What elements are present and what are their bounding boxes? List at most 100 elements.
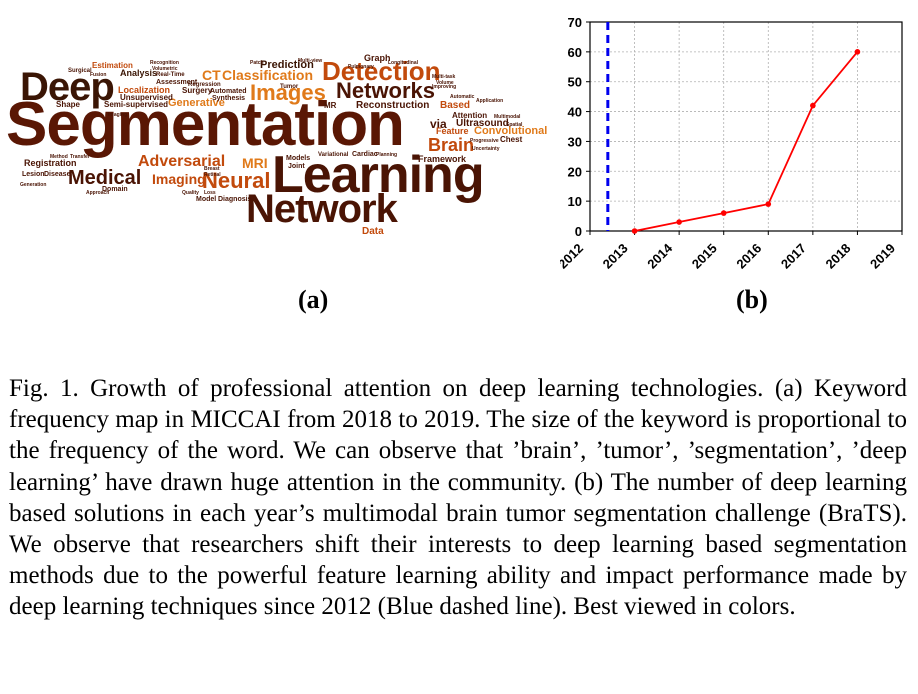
keyword-word: Model bbox=[196, 196, 216, 203]
keyword-word: Recognition bbox=[150, 60, 179, 66]
keyword-word: Ultrasound bbox=[456, 118, 509, 129]
keyword-word: Feature bbox=[436, 126, 469, 136]
keyword-word: Neural bbox=[202, 168, 270, 193]
keyword-word: Automatic bbox=[450, 94, 475, 100]
keyword-word: Tumor bbox=[280, 84, 299, 90]
keyword-word: Longitudinal bbox=[388, 60, 419, 66]
keyword-word: Convolutional bbox=[474, 125, 547, 137]
keyword-word: Classification bbox=[222, 67, 313, 83]
y-tick-label: 40 bbox=[568, 105, 582, 120]
keyword-word: CT bbox=[202, 67, 221, 83]
keyword-word: Analysis bbox=[120, 68, 157, 78]
data-point bbox=[676, 219, 682, 225]
keyword-word: Improving bbox=[432, 84, 456, 90]
data-point bbox=[854, 49, 861, 55]
keyword-word: Application bbox=[476, 98, 503, 104]
keyword-word: Cardiac bbox=[352, 151, 378, 158]
x-tick-label: 2018 bbox=[822, 241, 853, 272]
keyword-word: Planning bbox=[376, 152, 397, 158]
plot-frame bbox=[589, 21, 903, 232]
x-tick-label: 2012 bbox=[560, 241, 586, 272]
keyword-word: Regression bbox=[188, 82, 221, 88]
keyword-word: Breast bbox=[204, 166, 220, 172]
keyword-word: Multi-view bbox=[298, 58, 322, 64]
y-tick-label: 10 bbox=[568, 194, 582, 209]
y-tick-label: 60 bbox=[568, 45, 582, 60]
keyword-word: Learning bbox=[272, 146, 484, 204]
data-point bbox=[631, 228, 638, 234]
data-point bbox=[720, 210, 727, 216]
keyword-word: Data bbox=[362, 226, 384, 237]
keyword-word: Synthesis bbox=[212, 95, 245, 102]
keyword-word: Uncertainty bbox=[472, 146, 500, 152]
keyword-word: Real-Time bbox=[156, 72, 185, 78]
keyword-word: Network bbox=[246, 187, 399, 231]
x-tick-label: 2014 bbox=[644, 240, 676, 272]
keyword-word: Spatial bbox=[506, 122, 523, 128]
keyword-word: Automated bbox=[210, 88, 247, 95]
keyword-word: Brain bbox=[428, 135, 474, 155]
keyword-word: Surgery bbox=[182, 86, 213, 95]
keyword-word: Shape bbox=[56, 100, 81, 109]
keyword-word: Imaging bbox=[152, 171, 206, 187]
keyword-word: Chest bbox=[500, 135, 523, 144]
keyword-word: Imaging bbox=[108, 112, 127, 118]
keyword-word: Models bbox=[286, 155, 310, 162]
keyword-word: Transfer bbox=[70, 154, 90, 160]
keyword-word: Unsupervised bbox=[120, 93, 173, 102]
keyword-word: MR bbox=[324, 101, 337, 110]
keyword-word: Adversarial bbox=[138, 153, 225, 170]
keyword-word: Volume bbox=[436, 80, 454, 86]
keyword-word: Localization bbox=[118, 85, 170, 95]
x-tick-label: 2019 bbox=[867, 241, 898, 272]
brats-line-chart: 0 10 20 30 40 50 60 70 2012 2013 2014 2015 2016 2017 2… bbox=[560, 15, 903, 272]
keyword-word: Disease bbox=[44, 171, 71, 178]
keyword-word: Surgical bbox=[68, 68, 92, 74]
keyword-word: Generative bbox=[168, 97, 225, 109]
data-point bbox=[810, 102, 816, 109]
keyword-word: Generation bbox=[20, 182, 46, 188]
y-tick-label: 70 bbox=[568, 15, 582, 30]
x-tick-label: 2017 bbox=[778, 241, 809, 272]
x-tick-label: 2013 bbox=[600, 241, 631, 272]
keyword-word: Graph bbox=[364, 53, 391, 63]
panel-label-a: (a) bbox=[298, 285, 329, 314]
y-tick-label: 50 bbox=[568, 75, 582, 90]
keyword-word: Method bbox=[50, 154, 68, 160]
x-tick-label: 2015 bbox=[689, 241, 720, 272]
keyword-word: Framework bbox=[418, 154, 467, 164]
keyword-word: via bbox=[430, 117, 447, 131]
keyword-word: Lesion bbox=[22, 171, 45, 178]
keyword-word: Progressive bbox=[470, 138, 499, 144]
keyword-word: Based bbox=[440, 100, 470, 111]
keyword-word: Estimation bbox=[92, 61, 133, 70]
keyword-word: Deep bbox=[20, 65, 114, 109]
keyword-word: Fusion bbox=[90, 72, 106, 78]
keyword-word: Approach bbox=[86, 190, 109, 196]
figure-caption: Fig. 1. Growth of professional attention… bbox=[9, 375, 907, 621]
x-tick-label: 2016 bbox=[733, 241, 764, 272]
keyword-word: Multi-task bbox=[432, 74, 456, 80]
keyword-word: Semi-supervised bbox=[104, 100, 168, 109]
keyword-word: Medical bbox=[68, 167, 141, 189]
keyword-word: Detection bbox=[322, 56, 440, 86]
data-point bbox=[765, 201, 772, 207]
keyword-word: Pulmonary bbox=[348, 64, 374, 70]
keyword-word: Registration bbox=[24, 158, 77, 168]
keyword-word: Patch bbox=[250, 60, 264, 66]
series-line bbox=[634, 51, 859, 232]
keyword-word: Quality bbox=[182, 190, 199, 196]
keyword-word: Joint bbox=[288, 163, 305, 170]
y-tick-label: 30 bbox=[568, 134, 582, 149]
keyword-word: Variational bbox=[318, 152, 349, 158]
keyword-word: Volumetric bbox=[152, 66, 178, 72]
keyword-word: Retinal bbox=[204, 172, 221, 178]
keyword-word: Attention bbox=[452, 111, 487, 120]
keyword-word: Networks bbox=[336, 78, 435, 103]
keyword-word: Multimodal bbox=[494, 114, 521, 120]
keyword-word: Reconstruction bbox=[356, 100, 429, 111]
y-tick-label: 20 bbox=[568, 164, 582, 179]
keyword-word: Domain bbox=[102, 186, 128, 193]
panel-label-b: (b) bbox=[736, 285, 768, 314]
